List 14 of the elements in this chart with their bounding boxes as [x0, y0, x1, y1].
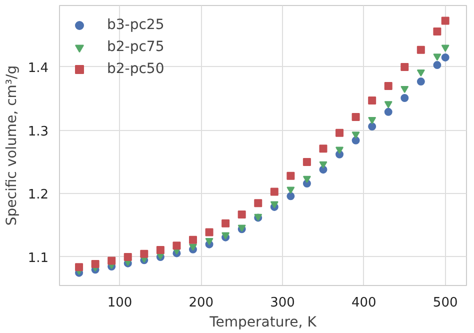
x-tick-label: 500	[432, 296, 458, 310]
x-tick-label: 400	[352, 296, 376, 310]
legend-label: b3-pc25	[107, 17, 164, 33]
legend-label: b2-pc75	[107, 39, 164, 55]
x-tick-label: 300	[270, 296, 295, 310]
y-tick-label: 1.4	[28, 60, 49, 76]
y-tick-label: 1.2	[28, 188, 49, 203]
x-axis-title: Temperature, K	[208, 314, 318, 330]
y-axis-title: Specific volume, cm³/g	[4, 65, 20, 226]
legend-label: b2-pc50	[107, 61, 164, 77]
y-tick-label: 1.1	[28, 250, 49, 266]
x-tick-label: 100	[107, 296, 132, 310]
x-tick-label: 200	[188, 296, 214, 310]
y-tick-label: 1.3	[28, 124, 49, 140]
